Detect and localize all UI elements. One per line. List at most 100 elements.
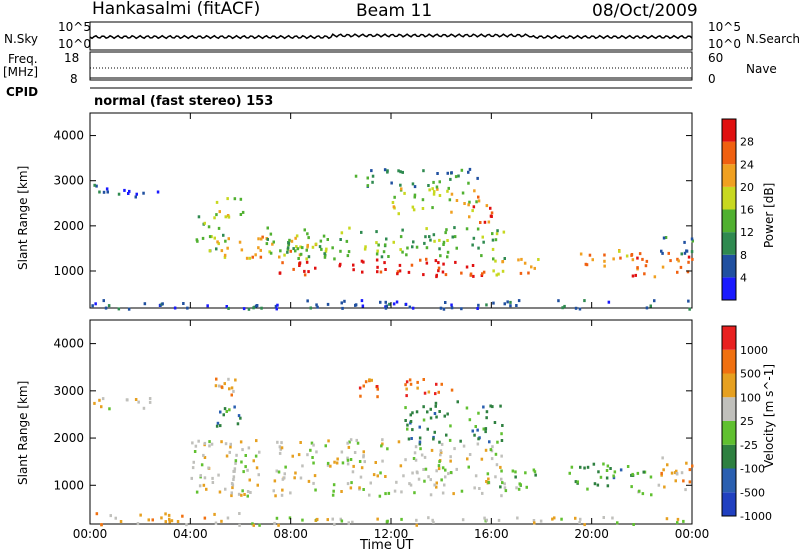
x-tick-label: 08:00	[273, 527, 308, 541]
power-cell	[305, 257, 308, 261]
power-cell	[392, 205, 396, 209]
velocity-cell	[453, 447, 456, 451]
velocity-cell	[485, 518, 488, 522]
velocity-cell	[368, 378, 371, 382]
power-cell	[123, 188, 126, 192]
power-cell	[428, 235, 431, 239]
power-cell	[643, 272, 646, 276]
velocity-cell	[500, 477, 503, 481]
velocity-cell	[477, 411, 480, 415]
beam-title: Beam 11	[356, 1, 433, 21]
velocity-cell	[578, 521, 581, 524]
power-cell	[439, 254, 442, 258]
velocity-cell	[444, 475, 447, 479]
velocity-cell	[311, 456, 314, 459]
power-cell	[520, 257, 523, 261]
power-cell	[450, 210, 453, 214]
power-cell	[661, 251, 664, 255]
velocity-cell	[190, 476, 193, 480]
velocity-colorbar-swatch	[722, 397, 736, 421]
power-cell	[210, 235, 213, 239]
velocity-cell	[411, 411, 414, 415]
power-cell	[494, 238, 498, 242]
velocity-cell	[494, 475, 497, 479]
velocity-cell	[488, 440, 491, 444]
velocity-cell	[493, 421, 497, 424]
velocity-cell	[227, 377, 230, 381]
power-cell	[574, 306, 578, 310]
power-cell	[360, 259, 364, 263]
power-cell	[105, 187, 109, 191]
velocity-cell	[369, 481, 372, 485]
velocity-cell	[234, 459, 238, 463]
power-cell	[495, 273, 498, 277]
power-cell	[442, 262, 445, 266]
velocity-cell	[224, 487, 227, 491]
velocity-cell	[599, 475, 603, 479]
power-cell	[450, 306, 454, 310]
velocity-cell	[331, 517, 334, 521]
velocity-cell	[168, 520, 171, 524]
velocity-cell	[630, 485, 633, 489]
velocity-cell	[228, 408, 231, 412]
power-cell	[460, 271, 463, 275]
velocity-cell	[340, 519, 344, 523]
power-cell	[102, 190, 106, 194]
velocity-cell	[202, 453, 205, 457]
velocity-cell	[232, 389, 235, 393]
power-cell	[303, 269, 306, 273]
velocity-cell	[248, 478, 251, 482]
velocity-cell	[229, 442, 232, 446]
power-cell	[325, 247, 328, 251]
velocity-cell	[273, 479, 277, 483]
power-cell	[435, 273, 438, 277]
power-cell	[269, 232, 273, 236]
power-cell	[347, 250, 351, 254]
station-title: Hankasalmi (fitACF)	[92, 0, 261, 19]
velocity-cell	[362, 454, 365, 458]
velocity-cell	[241, 489, 244, 493]
velocity-cell	[417, 477, 421, 481]
power-cell	[398, 269, 402, 273]
velocity-cell	[362, 488, 365, 491]
power-cell	[397, 169, 400, 173]
velocity-cell	[441, 466, 445, 470]
velocity-cell	[570, 465, 574, 469]
velocity-cell	[427, 516, 430, 520]
velocity-cell	[310, 441, 314, 445]
velocity-colorbar-tick-label: -500	[740, 486, 765, 499]
power-cell	[399, 170, 402, 174]
velocity-cell	[680, 471, 684, 475]
velocity-cell	[294, 471, 297, 475]
power-cell	[134, 195, 137, 199]
power-cell	[239, 213, 243, 216]
velocity-cell	[341, 461, 345, 465]
velocity-cell	[289, 491, 292, 495]
power-cell	[339, 238, 342, 241]
power-cell	[331, 246, 334, 250]
velocity-cell	[147, 518, 150, 522]
power-cell	[653, 275, 657, 279]
power-cell	[686, 270, 690, 274]
power-cell	[446, 239, 449, 242]
velocity-cell	[203, 516, 207, 520]
velocity-cell	[605, 469, 609, 472]
velocity-cell	[215, 424, 219, 428]
velocity-cell	[439, 453, 442, 457]
panel-frame-velocity	[89, 319, 693, 525]
velocity-cell	[372, 473, 376, 477]
power-cell	[533, 266, 536, 270]
velocity-cell	[346, 462, 350, 466]
power-cell	[375, 241, 378, 245]
velocity-cell	[331, 493, 335, 497]
velocity-region-11	[251, 516, 685, 527]
velocity-cell	[477, 437, 480, 441]
power-cell	[387, 255, 390, 258]
velocity-cell	[592, 462, 596, 466]
velocity-cell	[519, 483, 522, 487]
velocity-cell	[203, 476, 207, 480]
power-ytick-label: 1000	[53, 264, 84, 278]
velocity-cell	[275, 469, 278, 473]
power-colorbar-frame	[721, 118, 737, 301]
power-cell	[446, 189, 449, 193]
